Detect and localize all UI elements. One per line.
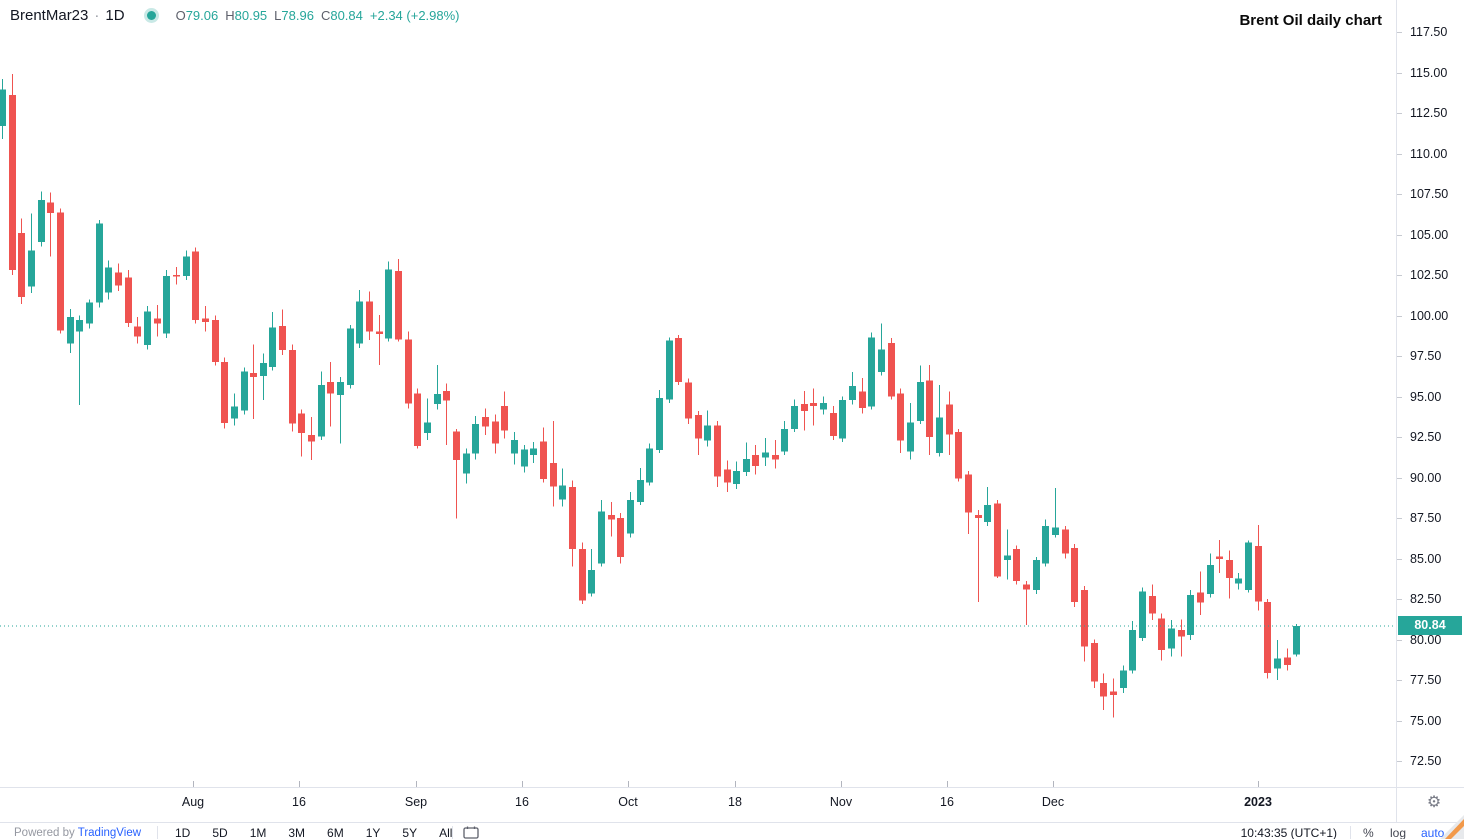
price-axis-label: 85.00 <box>1397 552 1464 566</box>
powered-by-text: Powered by <box>14 827 75 839</box>
price-axis-label: 117.50 <box>1397 25 1464 39</box>
price-axis-label: 92.50 <box>1397 430 1464 444</box>
price-axis-label: 82.50 <box>1397 592 1464 606</box>
price-axis-label: 105.00 <box>1397 228 1464 242</box>
time-axis-label: 18 <box>728 795 742 809</box>
bottom-toolbar: Powered by TradingView 1D 5D 1M 3M 6M 1Y 5Y All… <box>0 822 1464 839</box>
range-button-1y[interactable]: 1Y <box>365 826 381 839</box>
price-axis-label: 110.00 <box>1397 147 1464 161</box>
candlestick-chart <box>0 74 1396 787</box>
time-axis-label: Sep <box>404 795 428 809</box>
time-axis-label: Dec <box>1041 795 1065 809</box>
time-axis-label: 16 <box>515 795 529 809</box>
corner-cursor-decoration <box>1440 815 1464 839</box>
interval-label[interactable]: 1D <box>105 7 125 24</box>
chart-pane[interactable] <box>0 0 1396 787</box>
price-axis-label: 97.50 <box>1397 349 1464 363</box>
calendar-icon[interactable] <box>463 826 479 839</box>
time-axis-label: Oct <box>618 795 638 809</box>
price-axis-label: 95.00 <box>1397 390 1464 404</box>
powered-by-tradingview-link[interactable]: Powered by TradingView <box>14 827 141 839</box>
last-price-badge: 80.84 <box>1398 616 1462 635</box>
range-button-1d[interactable]: 1D <box>175 826 191 839</box>
time-axis-label: 16 <box>292 795 306 809</box>
price-axis-label: 80.00 <box>1397 633 1464 647</box>
auto-scale-button[interactable]: auto <box>1421 826 1445 839</box>
gear-icon[interactable]: ⚙ <box>1426 794 1442 811</box>
price-axis-label: 77.50 <box>1397 673 1464 687</box>
ohlc-values: O79.06 H80.95 L78.96 C80.84 +2.34 (+2.98%) <box>176 8 460 23</box>
range-button-5y[interactable]: 5Y <box>402 826 418 839</box>
time-axis-label: Aug <box>181 795 205 809</box>
price-axis-label: 102.50 <box>1397 268 1464 282</box>
price-axis-label: 75.00 <box>1397 714 1464 728</box>
toolbar-divider <box>452 826 453 839</box>
price-change-value: +2.34 (+2.98%) <box>369 8 460 23</box>
symbol-name[interactable]: BrentMar23 <box>10 7 89 24</box>
session-clock[interactable]: 10:43:35 (UTC+1) <box>1240 826 1337 839</box>
price-axis-label: 100.00 <box>1397 309 1464 323</box>
time-axis-label: Nov <box>829 795 853 809</box>
axis-corner-divider <box>1396 787 1397 822</box>
log-scale-button[interactable]: log <box>1390 826 1407 839</box>
price-axis-label: 115.00 <box>1397 66 1464 80</box>
symbol-legend[interactable]: BrentMar23 · 1D O79.06 H80.95 L78.96 C80.84… <box>10 7 460 24</box>
toolbar-divider <box>157 826 158 839</box>
price-axis-label: 87.50 <box>1397 511 1464 525</box>
price-axis-label: 107.50 <box>1397 187 1464 201</box>
legend-separator: · <box>94 7 100 24</box>
range-button-all[interactable]: All <box>439 826 453 839</box>
range-button-5d[interactable]: 5D <box>212 826 228 839</box>
price-axis[interactable]: 117.50 115.00 112.50 110.00 107.50 105.00 102.… <box>1396 0 1464 787</box>
time-axis[interactable]: Aug 16 Sep 16 Oct 18 Nov 16 Dec 2023 <box>0 787 1464 823</box>
chart-title-annotation: Brent Oil daily chart <box>1239 12 1382 29</box>
range-button-3m[interactable]: 3M <box>288 826 306 839</box>
price-axis-label: 72.50 <box>1397 754 1464 768</box>
toolbar-divider <box>1350 826 1351 839</box>
ohlc-o-value: O79.06 <box>175 8 219 23</box>
time-axis-label: 16 <box>940 795 954 809</box>
price-axis-label: 90.00 <box>1397 471 1464 485</box>
series-status-dot-icon <box>146 11 156 20</box>
time-axis-label: 2023 <box>1244 795 1272 809</box>
percent-scale-button[interactable]: % <box>1363 826 1374 839</box>
ohlc-c-value: C80.84 <box>320 8 363 23</box>
ohlc-h-value: H80.95 <box>225 8 268 23</box>
price-axis-label: 112.50 <box>1397 106 1464 120</box>
date-range-buttons: 1D 5D 1M 3M 6M 1Y 5Y All <box>164 826 463 839</box>
tradingview-brand-link[interactable]: TradingView <box>77 827 142 839</box>
range-button-6m[interactable]: 6M <box>327 826 344 839</box>
ohlc-l-value: L78.96 <box>274 8 314 23</box>
range-button-1m[interactable]: 1M <box>249 826 267 839</box>
